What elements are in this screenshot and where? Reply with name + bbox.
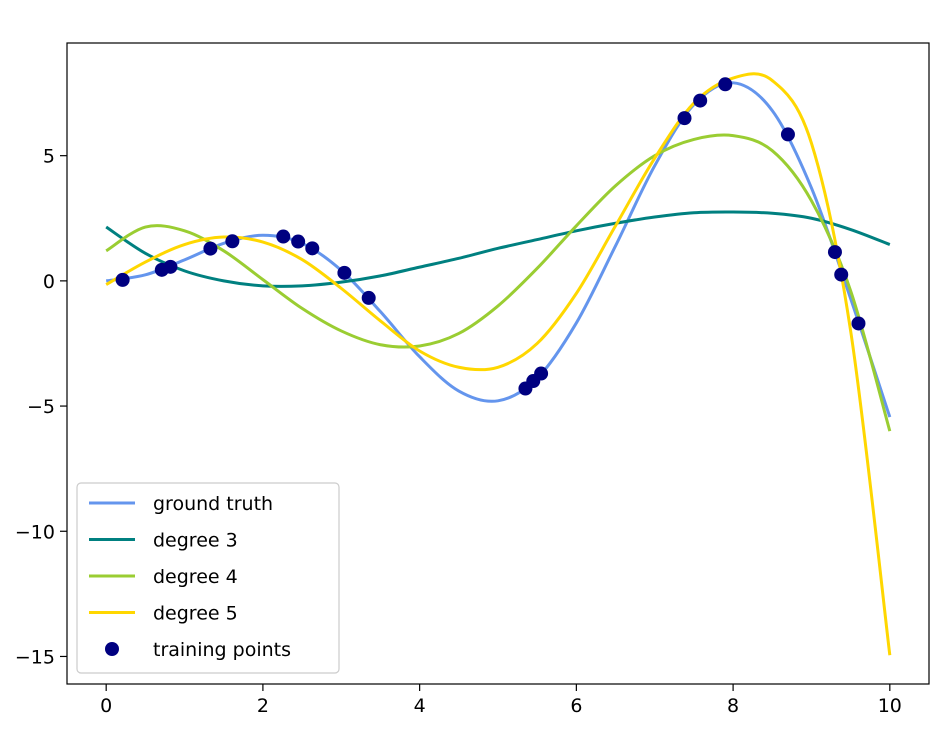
series-line-degree-3 (105, 210, 891, 288)
training-point (677, 111, 692, 126)
y-tick-label: −10 (15, 521, 55, 543)
y-tick-label: −15 (15, 646, 55, 668)
training-point (225, 234, 240, 249)
training-point (534, 366, 549, 381)
training-point (163, 259, 178, 274)
training-point (291, 234, 306, 249)
x-tick-label: 0 (100, 695, 112, 717)
y-tick-label: 0 (43, 271, 55, 293)
y-tick-label: −5 (27, 396, 55, 418)
training-point (693, 93, 708, 108)
training-point (718, 77, 733, 92)
series-line-degree-4 (105, 133, 892, 432)
training-point (305, 241, 320, 256)
legend-label-ground-truth: ground truth (153, 493, 273, 515)
training-point (115, 272, 130, 287)
training-point (834, 267, 849, 282)
training-point (827, 245, 842, 260)
training-point (851, 316, 866, 331)
legend-label-degree-4: degree 4 (153, 566, 238, 588)
x-tick-label: 2 (257, 695, 269, 717)
legend-label-degree-5: degree 5 (153, 603, 238, 625)
x-tick-label: 8 (727, 695, 739, 717)
series-layer (105, 72, 892, 656)
training-point (361, 290, 376, 305)
x-tick-label: 10 (878, 695, 902, 717)
training-point (780, 127, 795, 142)
x-tick-label: 4 (414, 695, 426, 717)
legend-label-training-points: training points (153, 639, 291, 661)
x-tick-label: 6 (570, 695, 582, 717)
plot-frame (66, 42, 930, 685)
training-point (203, 241, 218, 256)
legend: ground truth degree 3 degree 4 degree 5 trai… (76, 482, 340, 674)
legend-swatch-training-points (105, 642, 119, 656)
training-point (276, 229, 291, 244)
y-tick-label: 5 (43, 146, 55, 168)
axes-layer: 0 2 4 6 8 10 5 0 −5 −10 −15 (15, 146, 902, 717)
legend-box (76, 482, 340, 674)
legend-label-degree-3: degree 3 (153, 530, 238, 552)
training-point (337, 265, 352, 280)
series-line-degree-5 (105, 72, 892, 656)
